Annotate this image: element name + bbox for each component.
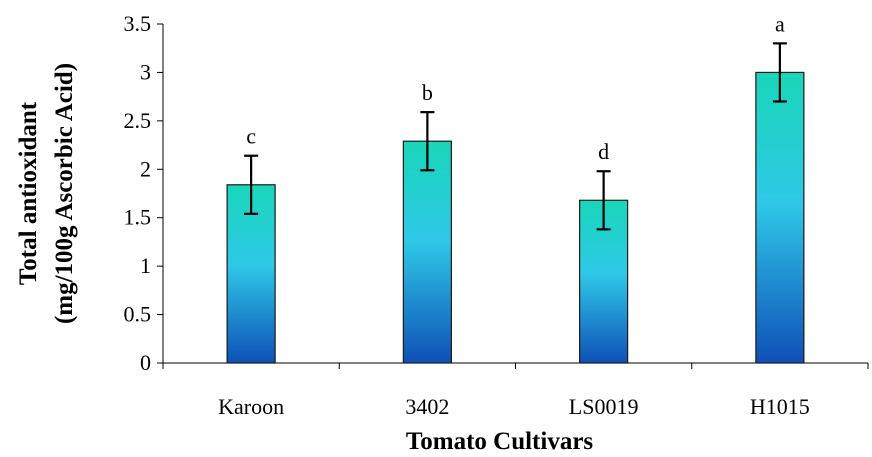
significance-label: c bbox=[246, 124, 256, 149]
x-axis-title: Tomato Cultivars bbox=[406, 428, 594, 452]
y-tick-label: 0 bbox=[140, 350, 151, 375]
category-label: H1015 bbox=[750, 394, 810, 419]
y-tick-label: 3.5 bbox=[124, 11, 152, 36]
significance-label: b bbox=[422, 80, 433, 105]
y-tick-label: 1.5 bbox=[124, 205, 152, 230]
y-tick-label: 2.5 bbox=[124, 108, 152, 133]
y-tick-label: 1 bbox=[140, 253, 151, 278]
category-label: Karoon bbox=[218, 394, 284, 419]
significance-label: a bbox=[775, 11, 785, 36]
y-tick-label: 0.5 bbox=[124, 302, 152, 327]
bar-H1015 bbox=[755, 71, 805, 364]
bar-3402 bbox=[402, 140, 452, 364]
y-tick-label: 3 bbox=[140, 59, 151, 84]
category-label: 3402 bbox=[405, 394, 449, 419]
y-axis-title-line2: (mg/100g Ascorbic Acid) bbox=[51, 63, 78, 324]
significance-label: d bbox=[598, 139, 609, 164]
y-tick-label: 2 bbox=[140, 156, 151, 181]
y-axis-title-line1: Total antioxidant bbox=[15, 101, 42, 285]
category-label: LS0019 bbox=[569, 394, 639, 419]
